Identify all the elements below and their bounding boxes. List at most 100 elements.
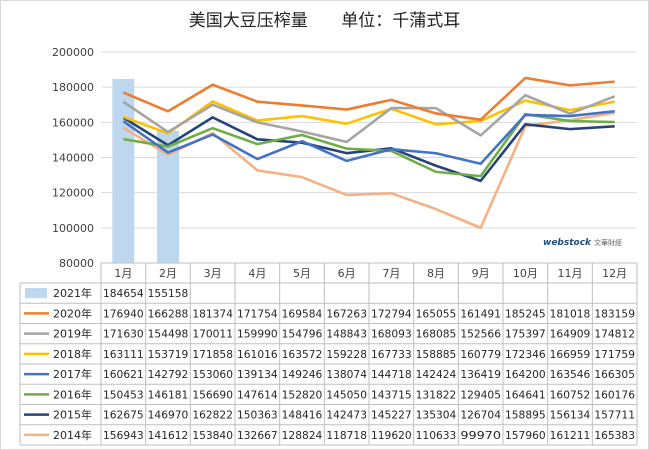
data-label: 172794 [371, 308, 412, 320]
data-label: 142424 [416, 369, 457, 381]
data-label: 146181 [148, 389, 189, 401]
x-tick-label: 11月 [558, 267, 583, 280]
data-label: 128824 [282, 430, 323, 442]
data-label: 160779 [460, 349, 501, 361]
data-label: 160621 [103, 369, 144, 381]
data-label: 175397 [505, 329, 546, 341]
data-label: 153719 [148, 349, 189, 361]
data-label: 119620 [371, 430, 412, 442]
data-label: 163572 [282, 349, 323, 361]
data-label: 164641 [505, 389, 546, 401]
data-label: 168085 [416, 329, 457, 341]
chart-header: 美国大豆压榨量 单位：千蒲式耳 [0, 6, 649, 31]
x-tick-label: 5月 [293, 267, 311, 280]
data-label: 129405 [460, 389, 501, 401]
data-label: 166305 [594, 369, 635, 381]
legend-entry: 2019年 [53, 327, 92, 341]
data-label: 143715 [371, 389, 412, 401]
data-label: 184654 [103, 288, 144, 300]
data-label: 158895 [505, 410, 546, 422]
data-label: 110633 [416, 430, 457, 442]
data-label: 99970 [460, 430, 501, 442]
data-label: 176940 [103, 308, 144, 320]
data-label: 157711 [594, 410, 635, 422]
data-label: 145227 [371, 410, 412, 422]
x-tick-label: 7月 [382, 267, 400, 280]
data-label: 159228 [326, 349, 367, 361]
data-label: 153060 [192, 369, 233, 381]
legend-entry: 2021年 [53, 286, 92, 300]
data-label: 163546 [550, 369, 591, 381]
series-line [122, 111, 615, 230]
data-label: 161016 [237, 349, 278, 361]
legend-entry: 2016年 [53, 387, 92, 401]
data-label: 142473 [326, 410, 367, 422]
data-label: 166959 [550, 349, 591, 361]
data-label: 153840 [192, 430, 233, 442]
data-label: 159990 [237, 329, 278, 341]
data-label: 146970 [148, 410, 189, 422]
data-label: 174812 [594, 329, 635, 341]
data-label: 183159 [594, 308, 635, 320]
data-label: 172346 [505, 349, 546, 361]
data-label: 160752 [550, 389, 591, 401]
legend-entry: 2020年 [53, 306, 92, 320]
legend-entry: 2017年 [53, 367, 92, 381]
chart-title: 美国大豆压榨量 [188, 11, 308, 31]
x-tick-label: 9月 [472, 267, 490, 280]
y-tick-label: 200000 [52, 46, 94, 59]
data-label: 147614 [237, 389, 278, 401]
series-line [122, 109, 615, 166]
data-label: 138074 [326, 369, 367, 381]
data-label: 169584 [282, 308, 323, 320]
data-label: 139134 [237, 369, 278, 381]
data-label: 152566 [460, 329, 501, 341]
x-tick-label: 3月 [204, 267, 222, 280]
data-label: 181018 [550, 308, 591, 320]
data-label: 162675 [103, 410, 144, 422]
data-label: 131822 [416, 389, 457, 401]
series-line [122, 76, 615, 122]
data-label: 166288 [148, 308, 189, 320]
data-label: 168093 [371, 329, 412, 341]
x-tick-label: 1月 [114, 267, 132, 280]
series-line [122, 99, 615, 135]
data-label: 150453 [103, 389, 144, 401]
legend-swatch [25, 288, 47, 299]
data-label: 136419 [460, 369, 501, 381]
data-label: 156943 [103, 430, 144, 442]
series-line [122, 93, 616, 144]
data-label: 155158 [148, 288, 189, 300]
data-label: 141612 [148, 430, 189, 442]
data-label: 171759 [594, 349, 635, 361]
data-label: 149246 [282, 369, 323, 381]
data-label: 126704 [460, 410, 501, 422]
data-label: 148416 [282, 410, 323, 422]
data-label: 165055 [416, 308, 457, 320]
data-label: 171858 [192, 349, 233, 361]
webstock-logo: webstock 文華財經 [543, 238, 622, 248]
y-tick-label: 80000 [59, 257, 94, 270]
y-tick-label: 180000 [52, 81, 94, 94]
data-label: 144718 [371, 369, 412, 381]
logo-cn: 文華財經 [594, 239, 623, 247]
data-label: 145050 [326, 389, 367, 401]
data-label: 170011 [192, 329, 233, 341]
legend-entry: 2015年 [53, 408, 92, 422]
data-label: 171754 [237, 308, 278, 320]
data-label: 156134 [550, 410, 591, 422]
data-label: 161491 [460, 308, 501, 320]
data-label: 161211 [550, 430, 591, 442]
bar [157, 130, 179, 263]
data-label: 150363 [237, 410, 278, 422]
data-label: 185245 [505, 308, 546, 320]
data-label: 167263 [326, 308, 367, 320]
x-tick-label: 6月 [338, 267, 356, 280]
data-label: 148843 [326, 329, 367, 341]
data-label: 154796 [282, 329, 323, 341]
data-label: 157960 [505, 430, 546, 442]
data-label: 165383 [594, 430, 635, 442]
legend-entry: 2014年 [53, 428, 92, 442]
chart-unit: 单位：千蒲式耳 [341, 11, 461, 31]
y-tick-label: 160000 [52, 116, 94, 129]
